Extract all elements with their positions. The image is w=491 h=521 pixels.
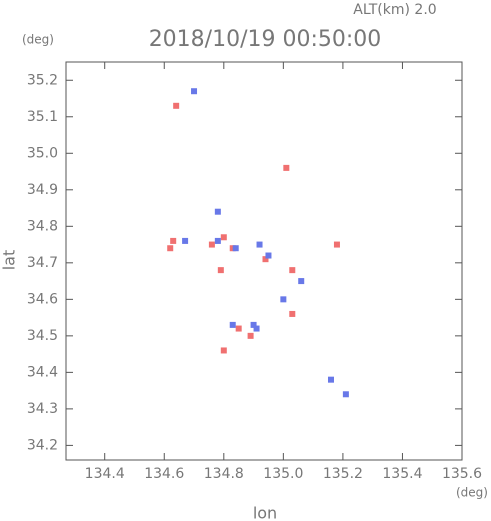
echo-point [229,321,236,328]
x-tick-label: 135.2 [323,466,363,482]
echo-point [289,310,296,317]
echo-point [182,237,189,244]
echo-point [217,267,224,274]
x-axis-label: lon [253,504,277,521]
echo-point [253,325,260,332]
plot-frame [65,61,463,461]
echo-point [289,267,296,274]
y-tick-label: 34.9 [27,182,58,198]
echo-point [173,102,180,109]
echo-point [208,241,215,248]
y-tick-label: 35.1 [27,109,58,125]
y-tick-label: 35.0 [27,145,58,161]
echo-point [298,278,305,285]
x-unit: (deg) [456,486,488,500]
echo-point [220,347,227,354]
x-tick-label: 134.8 [204,466,244,482]
echo-point [250,321,257,328]
x-tick-label: 135.4 [382,466,422,482]
echo-point [220,234,227,241]
y-tick-label: 34.6 [27,291,58,307]
echo-point [235,325,242,332]
echo-point [232,245,239,252]
x-tick-label: 134.4 [85,466,125,482]
echo-point [170,237,177,244]
echo-point [214,237,221,244]
echo-point [214,208,221,215]
subtitle: ALT(km) 2.0 [353,2,436,18]
echo-point [191,88,198,95]
echo-point [256,241,263,248]
y-tick-label: 34.5 [27,328,58,344]
x-tick-label: 134.6 [144,466,184,482]
echo-point [327,376,334,383]
x-tick-label: 135.6 [442,466,482,482]
y-tick-label: 34.7 [27,255,58,271]
y-tick-label: 34.8 [27,218,58,234]
echo-point [262,256,269,263]
y-tick-label: 34.4 [27,364,58,380]
y-tick-label: 34.3 [27,401,58,417]
echo-point [280,296,287,303]
echo-point [167,245,174,252]
echo-point [283,164,290,171]
echo-point [333,241,340,248]
echo-point [247,332,254,339]
y-axis-label: lat [0,250,19,271]
echo-point [342,391,349,398]
x-tick-label: 135.0 [263,466,303,482]
chart-title: 2018/10/19 00:50:00 [149,27,382,52]
echo-point [265,252,272,259]
y-tick-label: 34.2 [27,437,58,453]
y-unit: (deg) [22,33,54,47]
y-tick-label: 35.2 [27,72,58,88]
